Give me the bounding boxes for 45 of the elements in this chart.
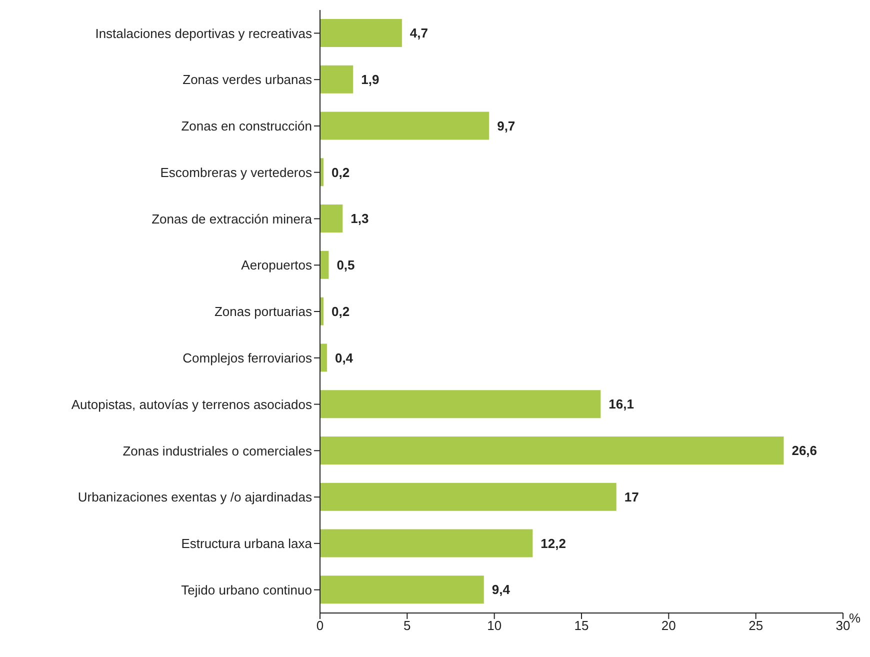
y-tick-label: Zonas portuarias [214, 304, 312, 320]
bar [320, 65, 354, 94]
y-tick-label: Aeropuertos [241, 258, 312, 273]
data-label: 0,2 [331, 304, 350, 319]
data-label: 4,7 [410, 26, 428, 41]
bar [320, 529, 533, 558]
x-tick-label: 20 [661, 618, 676, 634]
x-axis-title: % [849, 610, 861, 626]
y-tick-label: Autopistas, autovías y terrenos asociados [71, 396, 312, 412]
bar [320, 390, 601, 418]
y-tick-label: Zonas en construcción [181, 118, 312, 134]
x-tick-label: 30 [836, 618, 850, 634]
data-label: 26,6 [792, 443, 818, 458]
data-label: 0,2 [331, 164, 350, 180]
x-tick-label: 0 [316, 618, 324, 634]
data-label: 9,7 [497, 118, 516, 134]
y-tick-label: Estructura urbana laxa [181, 536, 313, 552]
x-tick-label: 5 [404, 618, 411, 634]
data-label: 0,4 [334, 350, 354, 366]
bar [320, 344, 327, 372]
data-label: 1,3 [350, 211, 369, 226]
data-label: 16,1 [608, 396, 634, 412]
y-tick-label: Escombreras y vertederos [160, 164, 312, 180]
y-tick-label: Complejos ferroviarios [182, 350, 312, 366]
y-tick-label: Zonas verdes urbanas [182, 72, 312, 88]
data-label: 9,4 [492, 582, 511, 598]
y-tick-label: Urbanizaciones exentas y /o ajardinadas [78, 490, 312, 505]
y-tick-label: Zonas de extracción minera [152, 211, 313, 226]
bar [320, 204, 343, 233]
bar [320, 19, 402, 47]
data-label: 17 [624, 489, 639, 504]
y-tick-label: Instalaciones deportivas y recreativas [95, 26, 312, 41]
bar [320, 576, 484, 604]
x-tick-label: 15 [574, 618, 589, 634]
data-label: 1,9 [361, 72, 380, 87]
bar [320, 436, 784, 464]
bar [320, 250, 329, 279]
y-tick-label: Zonas industriales o comerciales [122, 443, 312, 458]
x-tick-label: 10 [487, 618, 502, 634]
x-tick-label: 25 [748, 618, 764, 634]
y-tick-label: Tejido urbano continuo [181, 582, 312, 598]
data-label: 12,2 [540, 536, 566, 551]
bar [320, 112, 490, 140]
data-label: 0,5 [336, 258, 355, 273]
bar [320, 482, 616, 511]
